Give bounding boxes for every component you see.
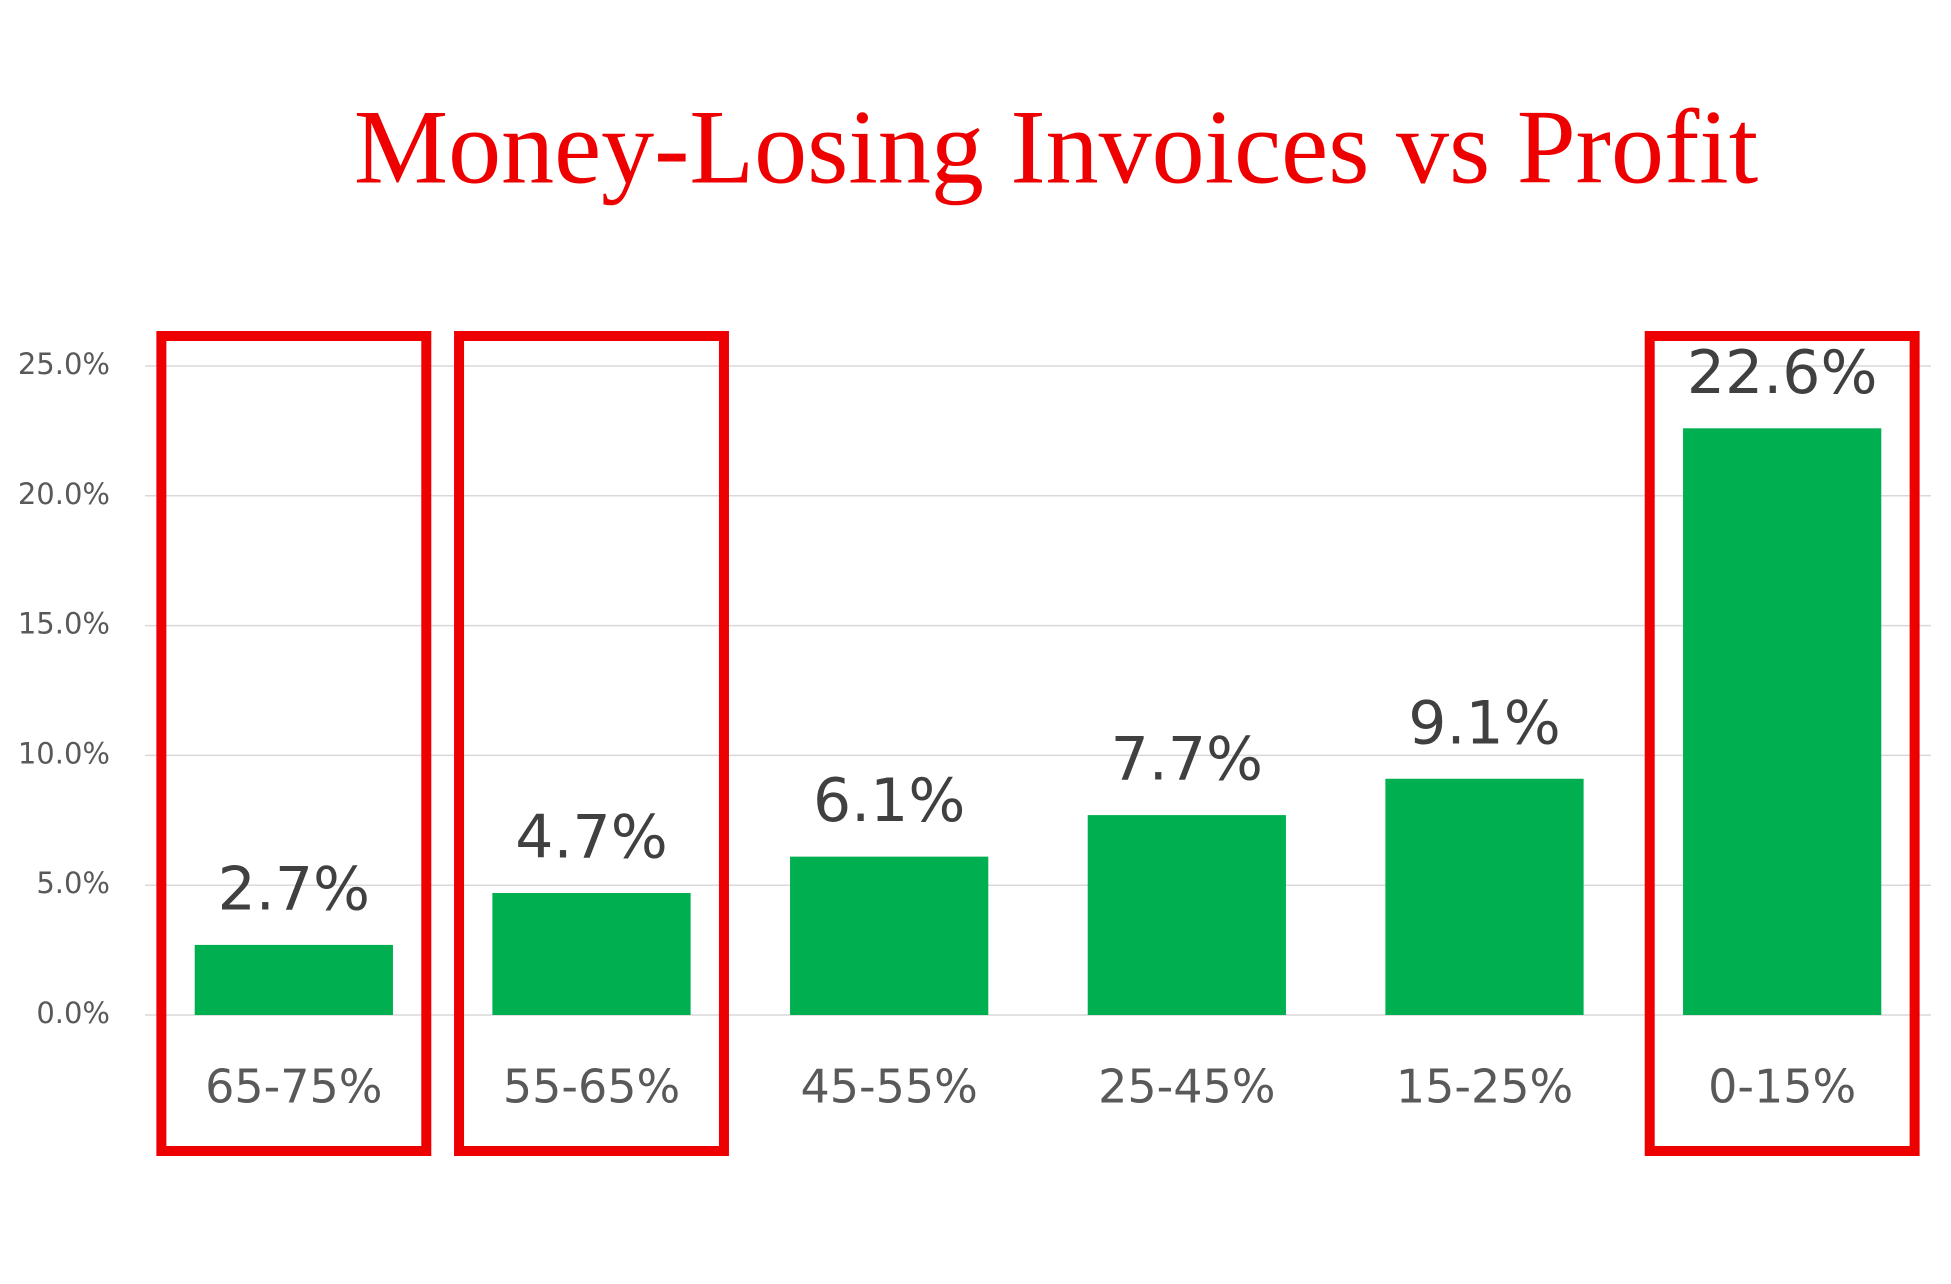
x-tick-label: 15-25%	[1396, 1060, 1573, 1114]
bar	[1683, 428, 1882, 1016]
x-tick-label: 55-65%	[503, 1060, 680, 1114]
x-tick-label: 25-45%	[1098, 1060, 1275, 1114]
y-tick-label: 20.0%	[18, 477, 110, 511]
highlight-box	[1644, 331, 1920, 1156]
bar	[194, 944, 393, 1015]
y-tick-label: 10.0%	[18, 736, 110, 770]
value-label: 9.1%	[1408, 688, 1560, 758]
bar	[790, 856, 989, 1015]
value-label: 4.7%	[515, 803, 667, 873]
highlight-box	[156, 331, 432, 1156]
x-tick-label: 0-15%	[1708, 1060, 1856, 1114]
value-label: 6.1%	[813, 766, 965, 836]
x-tick-label: 65-75%	[205, 1060, 382, 1114]
y-tick-label: 15.0%	[18, 607, 110, 641]
y-tick-label: 25.0%	[18, 347, 110, 381]
y-tick-label: 0.0%	[36, 996, 110, 1030]
x-tick-label: 45-55%	[800, 1060, 977, 1114]
value-label: 22.6%	[1687, 338, 1878, 408]
chart-title: Money-Losing Invoices vs Profit	[354, 88, 1758, 205]
value-label: 2.7%	[218, 855, 370, 925]
y-tick-label: 5.0%	[36, 866, 110, 900]
bar	[1385, 778, 1584, 1015]
bar	[1087, 815, 1286, 1015]
bar	[492, 892, 691, 1015]
highlight-box	[454, 331, 729, 1156]
value-label: 7.7%	[1111, 725, 1263, 795]
